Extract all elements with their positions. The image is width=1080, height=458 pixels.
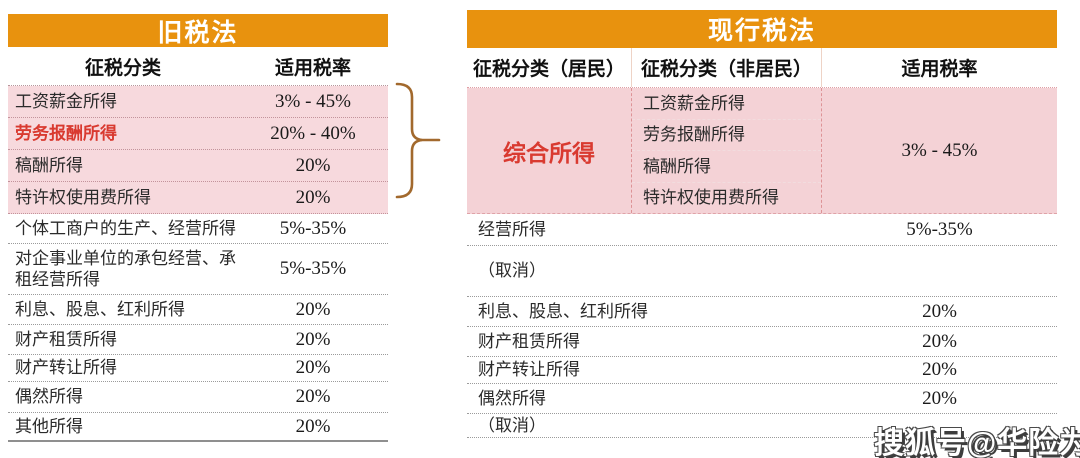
comprehensive-income-group: 综合所得 工资薪金所得 劳务报酬所得 稿酬所得 特许权使用费所得 3% - 45… <box>467 88 1057 214</box>
tax-category: 财产租赁所得 <box>478 331 580 351</box>
table-row: 经营所得 5%-35% <box>467 214 1057 246</box>
nonresident-category: 特许权使用费所得 <box>643 188 779 208</box>
table-row: 利息、股息、红利所得 20% <box>467 297 1057 327</box>
tax-category: 利息、股息、红利所得 <box>15 299 185 319</box>
tax-category: （取消） <box>478 261 546 281</box>
table-row: 稿酬所得 20% <box>8 150 388 182</box>
nonresident-category: 劳务报酬所得 <box>632 120 821 151</box>
table-row: 偶然所得 20% <box>467 384 1057 414</box>
tax-category: 经营所得 <box>478 219 546 239</box>
brace-icon <box>395 82 441 199</box>
nonresident-category: 稿酬所得 <box>632 151 821 183</box>
tax-category: 财产转让所得 <box>15 358 117 378</box>
resident-category: 综合所得 <box>503 139 595 166</box>
column-header-nonresident: 征税分类（非居民） <box>631 48 822 87</box>
old-law-column-headers: 征税分类 适用税率 <box>8 47 388 86</box>
tax-category: 稿酬所得 <box>15 155 83 175</box>
table-row: 特许权使用费所得 20% <box>8 182 388 214</box>
tax-rate: 3% - 45% <box>275 90 351 112</box>
tax-rate: 20% <box>295 415 331 437</box>
tax-category: （取消） <box>478 415 546 435</box>
old-tax-law-title: 旧税法 <box>8 14 388 47</box>
watermark: 搜狐号@华险为夷 <box>874 427 1080 458</box>
tax-category: 财产租赁所得 <box>15 329 117 349</box>
current-tax-law-title: 现行税法 <box>467 10 1057 48</box>
table-row: 财产租赁所得 20% <box>467 327 1057 357</box>
table-row: 利息、股息、红利所得 20% <box>8 295 388 325</box>
tax-rate: 5%-35% <box>279 258 347 279</box>
tax-category: 其他所得 <box>15 416 83 436</box>
tax-category: 个体工商户的生产、经营所得 <box>15 218 236 238</box>
table-row: 劳务报酬所得 20% - 40% <box>8 118 388 150</box>
current-law-column-headers: 征税分类（居民） 征税分类（非居民） 适用税率 <box>467 48 1057 88</box>
table-row: 对企事业单位的承包经营、承租经营所得 5%-35% <box>8 244 388 295</box>
tax-rate: 20% <box>295 298 331 320</box>
tax-rate: 20% <box>922 330 957 352</box>
table-row: （取消） <box>467 414 1057 438</box>
table-row: 财产转让所得 20% <box>8 355 388 382</box>
nonresident-category: 工资薪金所得 <box>632 88 821 120</box>
table-row: 个体工商户的生产、经营所得 5%-35% <box>8 214 388 244</box>
current-tax-law-table: 现行税法 征税分类（居民） 征税分类（非居民） 适用税率 综合所得 工资薪金所得… <box>467 10 1057 438</box>
tax-rate: 20% <box>295 328 331 350</box>
tax-category: 劳务报酬所得 <box>15 123 117 143</box>
column-header-category: 征税分类 <box>84 57 161 79</box>
tax-rate: 20% <box>922 300 957 322</box>
tax-rate: 5%-35% <box>906 218 973 240</box>
nonresident-category-list: 工资薪金所得 劳务报酬所得 稿酬所得 特许权使用费所得 <box>631 88 822 213</box>
column-header-resident: 征税分类（居民） <box>472 59 625 80</box>
tax-category: 工资薪金所得 <box>15 91 117 111</box>
tax-category: 偶然所得 <box>15 387 83 407</box>
tax-rate: 20% <box>922 359 957 380</box>
tax-rate: 20% <box>922 387 957 409</box>
tax-category: 财产转让所得 <box>478 360 580 380</box>
column-header-rate: 适用税率 <box>274 57 351 79</box>
tax-category: 偶然所得 <box>478 388 546 408</box>
tax-category: 利息、股息、红利所得 <box>478 301 648 321</box>
tax-category: 特许权使用费所得 <box>15 187 151 207</box>
merged-tax-rate: 3% - 45% <box>901 139 978 161</box>
tax-rate: 20% - 40% <box>270 122 356 144</box>
table-row: 财产转让所得 20% <box>467 357 1057 384</box>
tax-rate: 20% <box>295 186 331 208</box>
table-row: 其他所得 20% <box>8 413 388 442</box>
table-row: 工资薪金所得 3% - 45% <box>8 86 388 118</box>
table-row: 偶然所得 20% <box>8 382 388 413</box>
table-row: 财产租赁所得 20% <box>8 325 388 355</box>
tax-rate: 20% <box>295 357 331 378</box>
table-row: （取消） <box>467 246 1057 297</box>
tax-rate: 20% <box>295 386 331 407</box>
tax-rate: 20% <box>295 154 331 176</box>
tax-rate: 5%-35% <box>279 217 347 239</box>
old-tax-law-table: 旧税法 征税分类 适用税率 工资薪金所得 3% - 45% 劳务报酬所得 20%… <box>8 14 388 442</box>
column-header-rate: 适用税率 <box>901 59 978 80</box>
tax-category: 对企事业单位的承包经营、承租经营所得 <box>15 248 236 289</box>
